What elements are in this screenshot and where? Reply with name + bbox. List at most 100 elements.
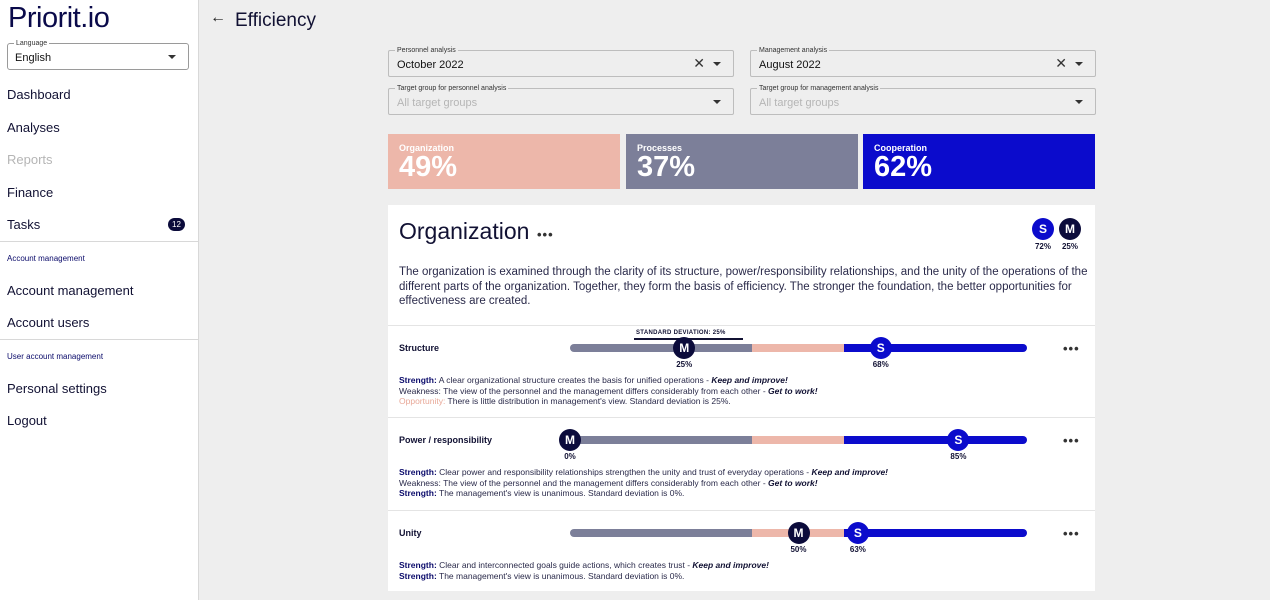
note-action: Get to work!: [768, 385, 818, 396]
note-text: The management's view is unanimous. Stan…: [439, 570, 685, 581]
nav-tasks[interactable]: Tasks: [7, 217, 41, 232]
chevron-down-icon[interactable]: [1075, 100, 1083, 104]
note-line: Strength: Clear and interconnected goals…: [399, 560, 769, 571]
chevron-down-icon: [168, 55, 176, 59]
card-processes[interactable]: Processes 37%: [626, 134, 858, 189]
more-icon[interactable]: •••: [537, 227, 554, 242]
note-key: Weakness:: [399, 385, 441, 396]
note-text: Clear and interconnected goals guide act…: [439, 560, 693, 570]
chevron-down-icon[interactable]: [1075, 62, 1083, 66]
management-target-group-placeholder: All target groups: [759, 97, 840, 109]
nav-logout[interactable]: Logout: [7, 413, 47, 428]
note-action: Keep and improve!: [711, 375, 788, 385]
note-line: Weakness: The view of the personnel and …: [399, 478, 888, 489]
personnel-marker-value: 63%: [849, 545, 866, 554]
note-key: Opportunity:: [399, 396, 446, 406]
more-icon[interactable]: •••: [1063, 526, 1080, 541]
nav-dashboard[interactable]: Dashboard: [7, 87, 71, 102]
card-label: Processes: [637, 143, 683, 153]
arrow-left-icon[interactable]: ←: [210, 9, 226, 26]
note-line: Strength: Clear power and responsibility…: [399, 467, 888, 478]
chevron-down-icon[interactable]: [713, 100, 721, 104]
row-label: Structure: [399, 343, 440, 353]
organization-panel: Organization ••• S 72% M 25% The organiz…: [388, 205, 1095, 591]
nav-personal-settings[interactable]: Personal settings: [7, 381, 107, 396]
more-icon[interactable]: •••: [1063, 433, 1080, 448]
note-line: Strength: A clear organizational structu…: [399, 375, 818, 386]
language-label: Language: [14, 40, 50, 47]
management-target-group-select[interactable]: Target group for management analysis All…: [750, 85, 1096, 115]
personnel-marker: S: [869, 337, 892, 359]
management-marker-value: 0%: [564, 452, 576, 461]
management-marker: M: [787, 522, 810, 544]
personnel-analysis-label: Personnel analysis: [395, 47, 458, 54]
more-icon[interactable]: •••: [1063, 341, 1080, 356]
management-marker: M: [673, 337, 696, 359]
card-organization[interactable]: Organization 49%: [388, 134, 620, 189]
management-target-group-label: Target group for management analysis: [757, 85, 881, 92]
note-text: There is little distribution in manageme…: [447, 396, 731, 406]
close-icon[interactable]: ✕: [1055, 55, 1067, 71]
note-line: Weakness: The view of the personnel and …: [399, 386, 818, 397]
track-segment-low: [570, 529, 752, 537]
nav-reports: Reports: [7, 152, 53, 167]
card-value: 37%: [637, 151, 696, 183]
close-icon[interactable]: ✕: [693, 55, 705, 71]
personnel-marker: S: [947, 429, 970, 451]
note-text: A clear organizational structure creates…: [438, 375, 712, 385]
management-marker-value: 25%: [676, 360, 693, 369]
divider: [0, 339, 198, 340]
nav-finance[interactable]: Finance: [7, 185, 54, 200]
row-notes: Strength: Clear and interconnected goals…: [399, 560, 769, 581]
row-label: Power / responsibility: [399, 435, 493, 445]
personnel-analysis-value: October 2022: [397, 59, 464, 71]
card-label: Cooperation: [874, 143, 927, 153]
note-action: Get to work!: [768, 477, 818, 488]
note-key: Strength:: [399, 570, 437, 581]
personnel-marker-value: 68%: [872, 360, 889, 369]
chevron-down-icon[interactable]: [713, 62, 721, 66]
section-account-management: Account management: [7, 254, 85, 263]
personnel-target-group-label: Target group for personnel analysis: [395, 85, 509, 92]
personnel-analysis-select[interactable]: Personnel analysis October 2022 ✕: [388, 47, 734, 77]
track-segment-low: [570, 436, 752, 444]
management-score-badge: M: [1059, 218, 1081, 240]
nav-analyses[interactable]: Analyses: [7, 120, 60, 135]
management-marker-value: 50%: [790, 545, 807, 554]
card-value: 62%: [874, 151, 933, 183]
sidebar: Priorit.io Language English Dashboard An…: [0, 0, 199, 600]
personnel-target-group-placeholder: All target groups: [397, 97, 478, 109]
score-track: [570, 344, 1027, 352]
note-key: Strength:: [399, 488, 437, 498]
nav-account-management[interactable]: Account management: [7, 283, 134, 298]
management-marker: M: [559, 429, 581, 451]
personnel-target-group-select[interactable]: Target group for personnel analysis All …: [388, 85, 734, 115]
track-segment-mid: [752, 344, 844, 352]
note-key: Strength:: [399, 560, 437, 570]
management-analysis-select[interactable]: Management analysis August 2022 ✕: [750, 47, 1096, 77]
section-user-account-management: User account management: [7, 352, 104, 361]
personnel-score-value: 72%: [1034, 242, 1051, 251]
management-analysis-value: August 2022: [759, 59, 821, 71]
management-score-value: 25%: [1061, 242, 1078, 251]
note-action: Keep and improve!: [692, 560, 769, 570]
card-cooperation[interactable]: Cooperation 62%: [863, 134, 1095, 189]
language-value: English: [15, 52, 52, 64]
personnel-marker-value: 85%: [950, 452, 967, 461]
divider: [0, 241, 198, 242]
track-segment-high: [844, 436, 1027, 444]
note-key: Weakness:: [399, 477, 441, 488]
note-text: The management's view is unanimous. Stan…: [439, 488, 685, 498]
logo[interactable]: Priorit.io: [8, 2, 110, 34]
note-line: Opportunity: There is little distributio…: [399, 396, 818, 407]
track-segment-mid: [752, 436, 844, 444]
note-text: The view of the personnel and the manage…: [443, 385, 769, 396]
tasks-count-badge: 12: [168, 218, 185, 231]
note-line: Strength: The management's view is unani…: [399, 571, 769, 582]
note-key: Strength:: [399, 467, 437, 477]
language-select[interactable]: Language English: [7, 40, 189, 70]
divider: [388, 510, 1095, 511]
nav-account-users[interactable]: Account users: [7, 315, 90, 330]
standard-deviation-label: STANDARD DEVIATION: 25%: [636, 330, 726, 336]
divider: [388, 417, 1095, 418]
